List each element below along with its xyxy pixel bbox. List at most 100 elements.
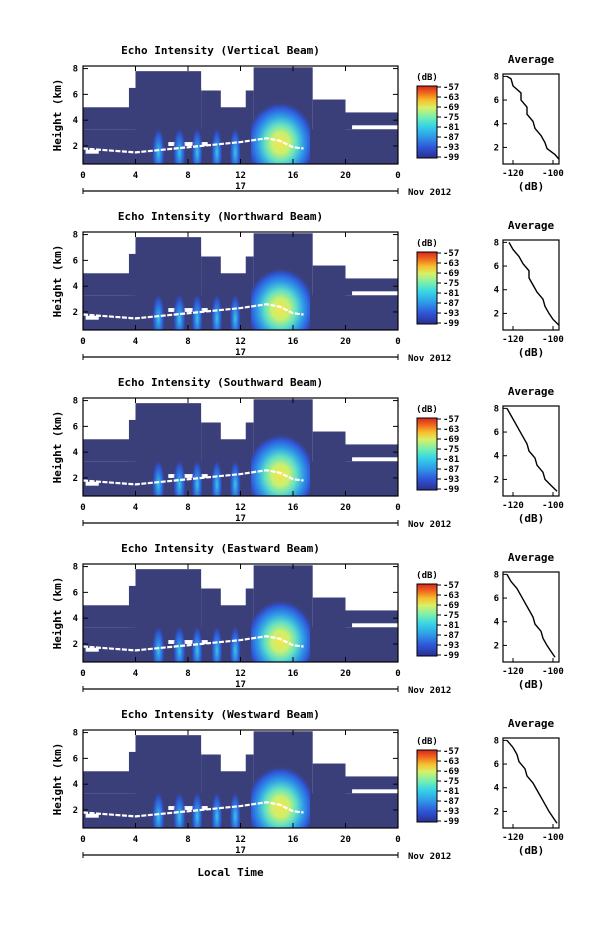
echo-column	[152, 615, 165, 662]
x-tick-label: 4	[133, 171, 139, 181]
x-tick-label: 16	[288, 669, 299, 679]
colorbar-tick-label: -57	[443, 415, 459, 425]
day-label: 17	[235, 182, 246, 192]
data-gap	[220, 585, 246, 606]
echo-region	[345, 776, 398, 794]
profile-x-axis-label: (dB)	[518, 844, 545, 857]
x-tick-label: 0	[395, 337, 400, 347]
colorbar-tick-label: -81	[443, 787, 459, 797]
x-tick-label: 8	[185, 669, 190, 679]
day-label: 17	[235, 680, 246, 690]
x-tick-label: 16	[288, 337, 299, 347]
colorbar-tick-label: -99	[443, 153, 459, 163]
inversion-trace	[83, 801, 304, 818]
echo-region	[83, 771, 136, 794]
y-tick-label: 4	[73, 116, 79, 126]
inversion-trace	[83, 469, 304, 486]
date-label: Nov 2012	[408, 188, 451, 198]
data-gap	[352, 623, 398, 628]
colorbar-tick-label: -99	[443, 485, 459, 495]
profile-x-tick-label: -100	[542, 833, 564, 843]
echo-column	[173, 781, 186, 828]
echo-column	[230, 449, 241, 496]
colorbar	[416, 85, 438, 159]
heatmap	[83, 399, 398, 496]
profile-line	[506, 739, 558, 824]
profile-line	[506, 75, 560, 160]
x-tick-label: 4	[133, 835, 139, 845]
x-tick-label: 20	[340, 171, 351, 181]
profile-y-tick-label: 6	[494, 96, 499, 106]
profile-title: Average	[508, 53, 555, 66]
heatmap	[83, 67, 398, 164]
profile-y-tick-label: 4	[494, 452, 500, 462]
average-profile: Average 2 4 6 8 -120 -100(dB)	[494, 717, 564, 857]
profile-y-tick-label: 2	[494, 309, 499, 319]
data-gap	[168, 640, 208, 644]
colorbar-tick-label: -93	[443, 475, 459, 485]
date-label: Nov 2012	[408, 686, 451, 696]
echo-column	[211, 283, 223, 330]
heatmap	[83, 731, 398, 828]
y-axis-label: Height (km)	[51, 245, 64, 318]
profile-x-tick-label: -100	[542, 335, 564, 345]
x-tick-label: 0	[395, 503, 400, 513]
profile-y-tick-label: 8	[494, 72, 499, 82]
echo-column	[191, 449, 203, 496]
y-tick-label: 6	[73, 256, 78, 266]
echo-core	[251, 592, 311, 662]
profile-y-tick-label: 4	[494, 784, 500, 794]
colorbar-tick-label: -81	[443, 123, 459, 133]
data-gap	[85, 647, 99, 652]
echo-core	[251, 758, 311, 828]
day-label: 17	[235, 514, 246, 524]
x-tick-label: 8	[185, 835, 190, 845]
profile-x-tick-label: -100	[542, 169, 564, 179]
x-tick-label: 4	[133, 669, 139, 679]
colorbar-tick-label: -81	[443, 621, 459, 631]
x-tick-label: 0	[80, 669, 85, 679]
echo-column	[230, 283, 241, 330]
y-tick-label: 2	[73, 308, 78, 318]
profile-y-tick-label: 2	[494, 475, 499, 485]
inversion-trace	[83, 303, 304, 320]
profile-title: Average	[508, 717, 555, 730]
x-tick-label: 4	[133, 503, 139, 513]
y-tick-label: 4	[73, 780, 79, 790]
echo-column	[152, 449, 165, 496]
y-tick-label: 2	[73, 474, 78, 484]
echo-column	[173, 615, 186, 662]
echo-column	[230, 781, 241, 828]
echo-core	[251, 260, 311, 330]
colorbar-tick-label: -87	[443, 133, 459, 143]
beam-panel: Echo Intensity (Southward Beam) 2 4 6 8 0 4 8 12…	[51, 376, 564, 530]
average-profile: Average 2 4 6 8 -120 -100(dB)	[494, 219, 564, 359]
echo-region	[345, 112, 398, 130]
date-label: Nov 2012	[408, 520, 451, 530]
profile-line	[506, 574, 556, 658]
colorbar-tick-label: -63	[443, 757, 459, 767]
profile-x-tick-label: -120	[502, 335, 524, 345]
echo-column	[173, 117, 186, 164]
echo-column	[152, 283, 165, 330]
x-tick-label: 20	[340, 835, 351, 845]
colorbar-tick-label: -75	[443, 113, 459, 123]
x-tick-label: 12	[235, 669, 246, 679]
profile-y-tick-label: 8	[494, 736, 499, 746]
x-tick-label: 0	[395, 835, 400, 845]
profile-x-axis-label: (dB)	[518, 180, 545, 193]
profile-y-tick-label: 6	[494, 262, 499, 272]
y-tick-label: 8	[73, 65, 78, 75]
colorbar-tick-label: -69	[443, 601, 459, 611]
echo-column	[152, 781, 165, 828]
profile-y-tick-label: 2	[494, 807, 499, 817]
echo-region	[312, 763, 346, 828]
y-tick-label: 2	[73, 640, 78, 650]
x-tick-label: 8	[185, 171, 190, 181]
y-tick-label: 6	[73, 754, 78, 764]
data-gap	[168, 806, 208, 810]
echo-column	[173, 283, 186, 330]
colorbar-tick-label: -57	[443, 249, 459, 259]
